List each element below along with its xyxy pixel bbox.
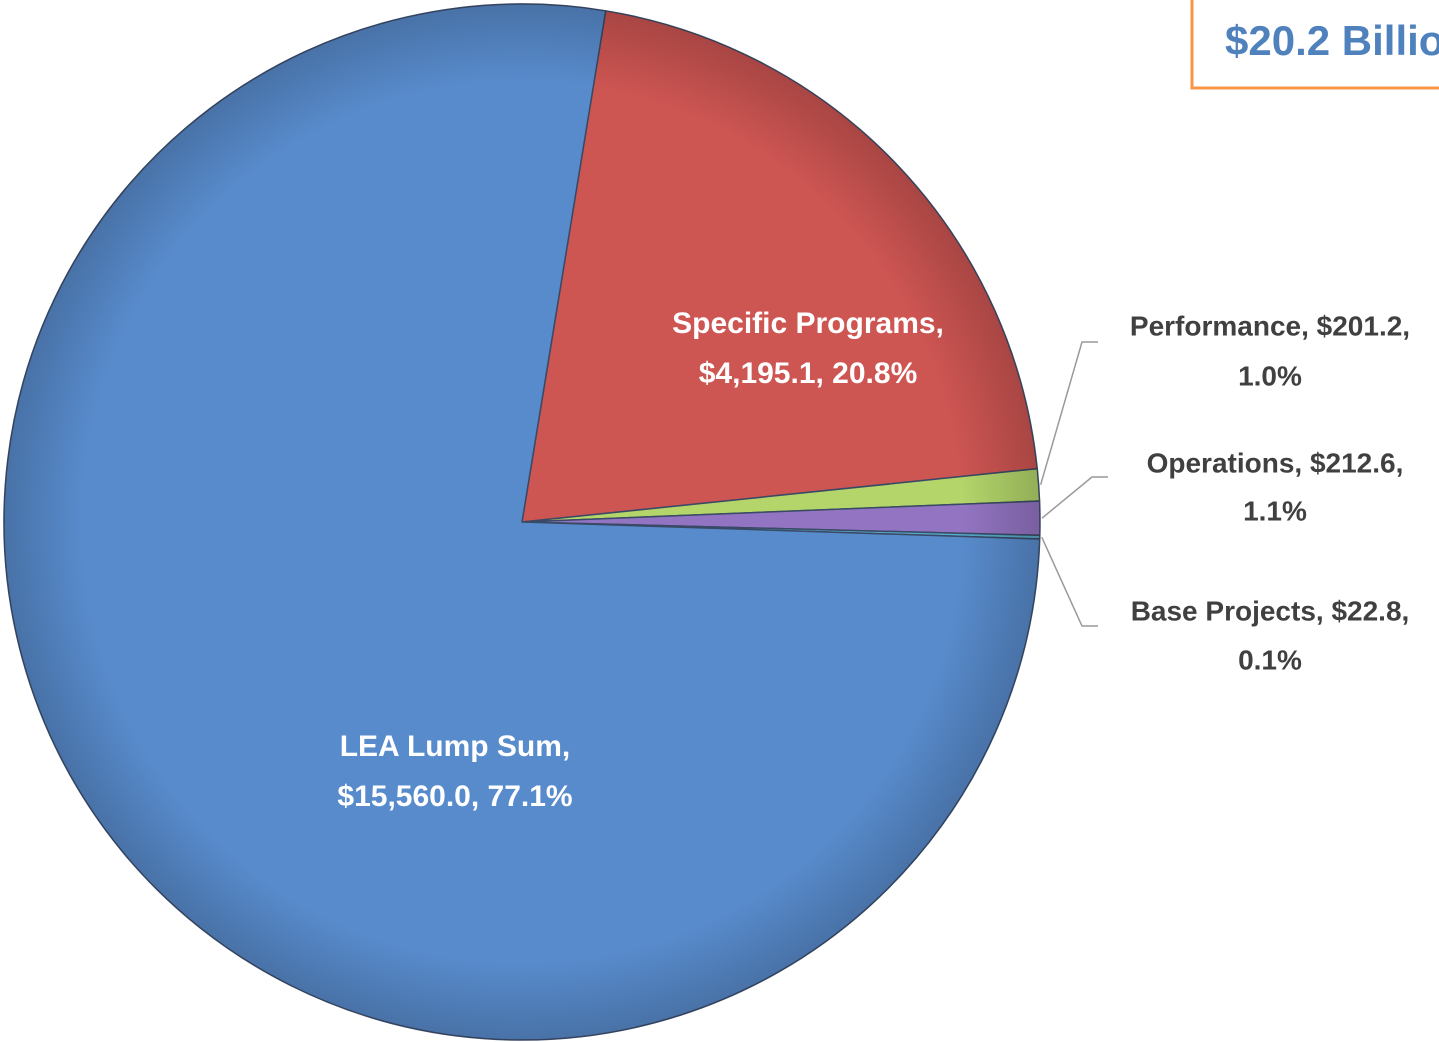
- data-label: Performance, $201.2,: [1130, 310, 1410, 341]
- leader-line: [1041, 536, 1098, 627]
- chart-title: $20.2 Billion: [1225, 17, 1439, 64]
- data-label: 1.0%: [1238, 360, 1302, 391]
- leader-line: [1041, 476, 1108, 519]
- data-label: Operations, $212.6,: [1147, 447, 1404, 478]
- data-label: 1.1%: [1243, 495, 1307, 526]
- data-label: Specific Programs,: [672, 307, 944, 340]
- pie: [3, 3, 1041, 1041]
- data-label: $4,195.1, 20.8%: [699, 357, 918, 390]
- leader-line: [1039, 341, 1098, 485]
- data-label: Base Projects, $22.8,: [1131, 595, 1410, 626]
- data-label: 0.1%: [1238, 644, 1302, 675]
- data-label: LEA Lump Sum,: [340, 730, 571, 763]
- title-box: [1190, 0, 1439, 90]
- pie-slice: [521, 10, 1038, 523]
- data-label: $15,560.0, 77.1%: [337, 780, 572, 813]
